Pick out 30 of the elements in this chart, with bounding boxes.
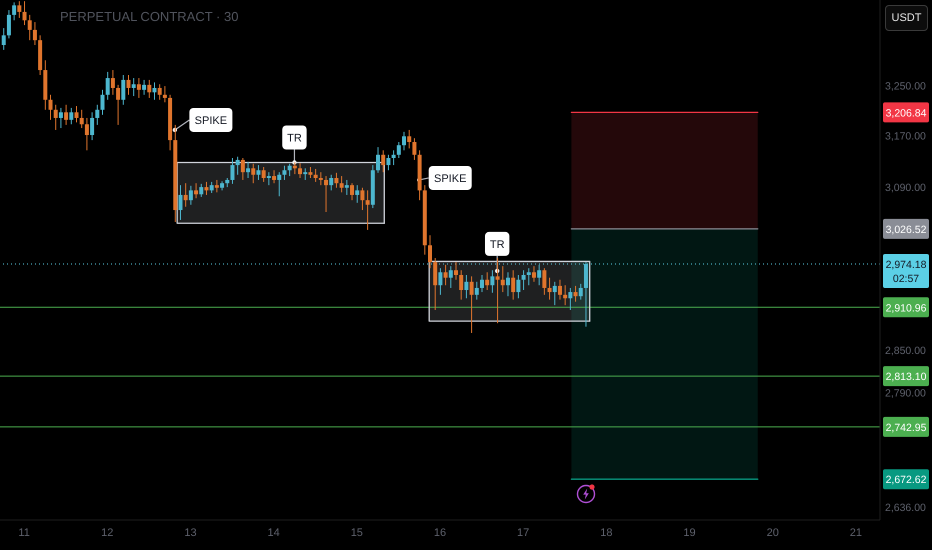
y-tick-label: 2,850.00 — [885, 344, 926, 357]
x-tick-label: 19 — [683, 526, 696, 539]
y-tick-label: 3,250.00 — [885, 80, 926, 92]
x-tick-label: 17 — [517, 526, 530, 539]
ref-line-label: 2,813.10 — [886, 371, 927, 384]
annotation: TR — [490, 238, 505, 251]
annotation: TR — [287, 132, 302, 145]
x-tick-label: 11 — [18, 526, 30, 539]
x-tick-label: 21 — [850, 526, 862, 539]
x-tick-label: 14 — [268, 526, 280, 539]
y-tick-label: 3,090.00 — [885, 182, 926, 194]
annotation: SPIKE — [434, 172, 466, 185]
y-tick-label: 3,206.84 — [886, 107, 927, 120]
x-tick-label: 18 — [600, 526, 612, 539]
x-tick-label: 20 — [766, 526, 779, 539]
text: PERPETUAL CONTRACT · 30 — [60, 9, 238, 24]
y-tick-label: 2,790.00 — [885, 388, 926, 400]
x-tick-label: 16 — [434, 526, 446, 539]
x-tick-label: 13 — [184, 526, 197, 539]
annotation: SPIKE — [194, 114, 228, 127]
y-tick-label: 3,170.00 — [885, 130, 926, 143]
ref-line-label: 2,910.96 — [886, 302, 927, 314]
x-tick-label: 15 — [350, 526, 363, 539]
ref-line-label: 2,974.18 02:57 — [886, 259, 927, 286]
y-axis-title: USDT — [885, 5, 928, 31]
y-tick-label: 3,026.52 — [886, 224, 927, 236]
y-tick-label: 2,636.00 — [885, 502, 926, 514]
x-tick-label: 12 — [101, 526, 114, 539]
y-tick-label: 2,672.62 — [886, 474, 927, 486]
ref-line-label: 2,742.95 — [886, 422, 927, 434]
